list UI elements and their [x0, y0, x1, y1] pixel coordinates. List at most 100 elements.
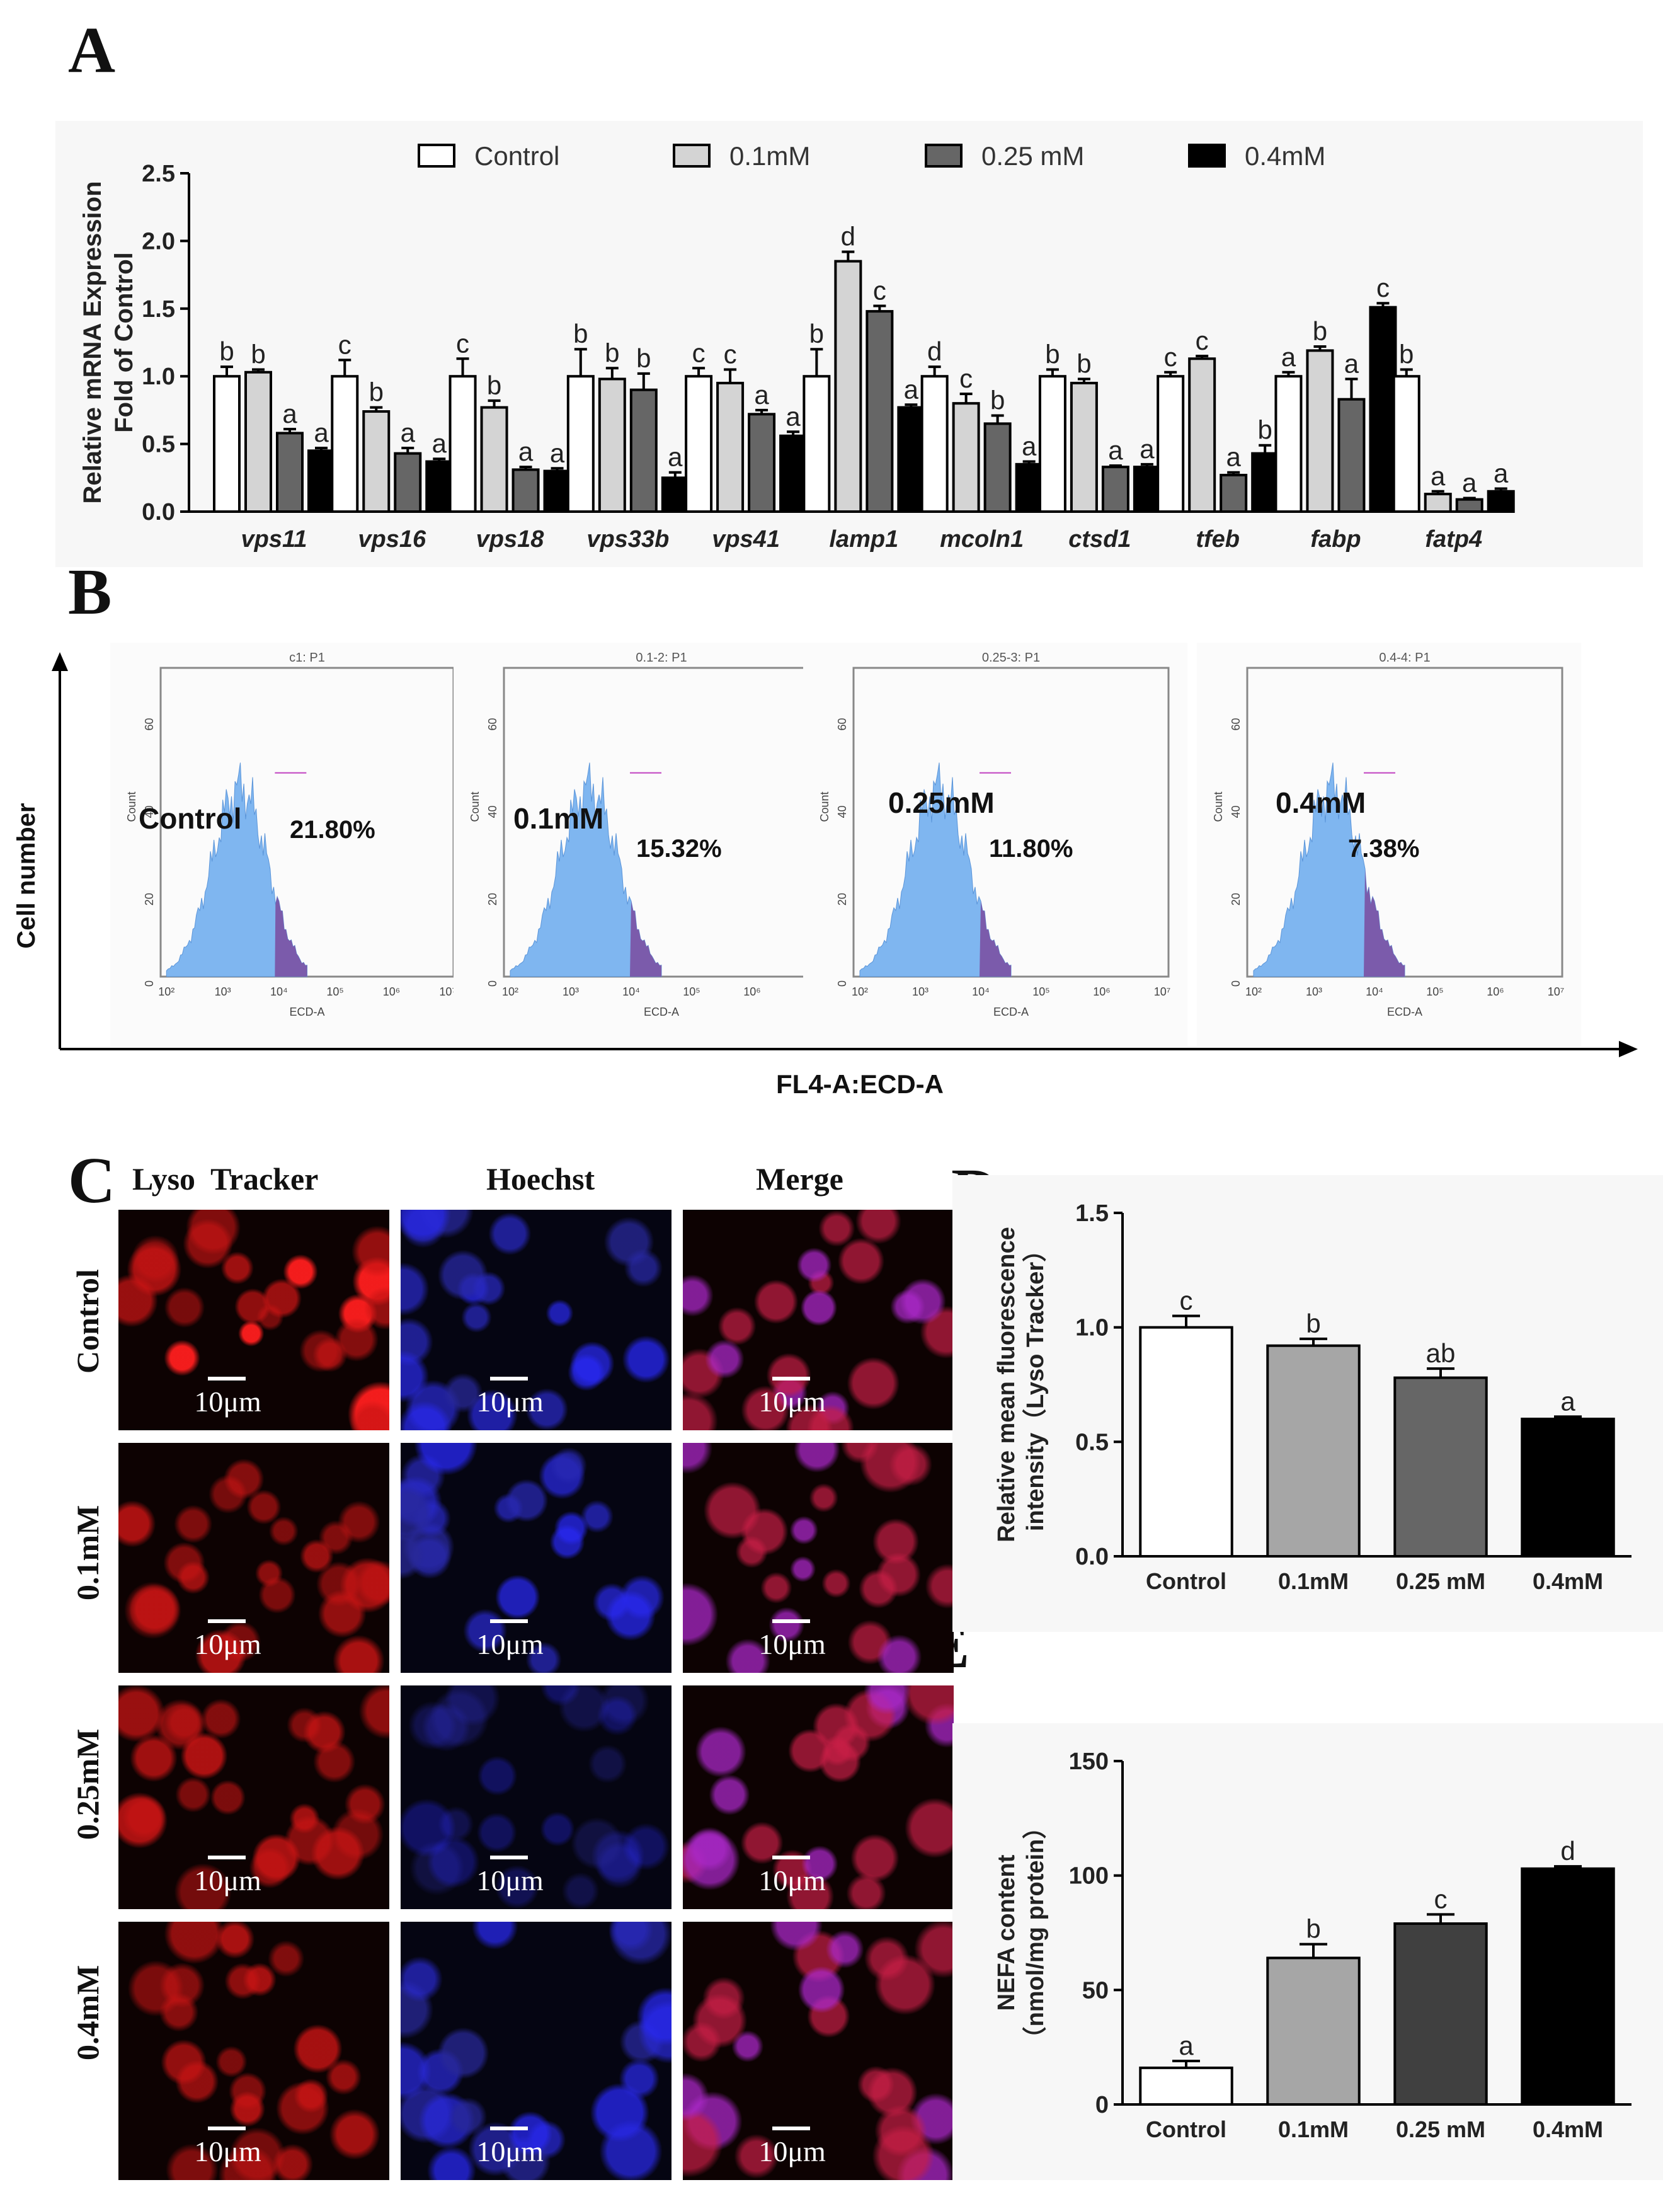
bar-lamp1-2 [866, 310, 894, 513]
b-percent-2: 11.80% [989, 835, 1073, 863]
panel-letter-b: B [68, 556, 112, 628]
chart-d-bar-1 [1266, 1344, 1361, 1558]
letter-vps18-0: c [456, 328, 469, 358]
micrograph-hoechst-row-0 [401, 1210, 671, 1430]
micrograph-lysotracker-row-1 [118, 1443, 389, 1673]
chart-d-letter-2: ab [1426, 1338, 1456, 1368]
b-plot-header-1: 0.1-2: P1 [636, 651, 687, 665]
micrograph-merge-row-0 [683, 1210, 954, 1430]
category-vps11: vps11 [241, 526, 307, 553]
letter-fabp-0: a [1281, 342, 1296, 372]
b-ytick-1-2: 40 [486, 805, 499, 818]
b-plot-header-3: 0.4-4: P1 [1379, 651, 1430, 665]
category-ctsd1: ctsd1 [1068, 526, 1131, 553]
letter-vps33b-3: a [668, 442, 683, 472]
row-label-0-4mm: 0.4mM [70, 1965, 105, 2060]
letter-mcoln1-2: b [990, 385, 1005, 415]
scale-label: 10μm [194, 1864, 261, 1897]
b-histogram-0 [166, 762, 307, 977]
b-plot-bg-3 [1197, 643, 1581, 1046]
letter-vps16-0: c [338, 330, 351, 359]
chart-e-letter-2: c [1434, 1884, 1448, 1914]
category-lamp1: lamp1 [829, 526, 898, 553]
scale-bar [207, 2127, 246, 2130]
chart-a-ylabel-line1: Relative mRNA Expression [79, 181, 106, 503]
chart-e-category-2: 0.25 mM [1396, 2116, 1485, 2142]
b-xtick-0-2: 10⁴ [270, 985, 288, 998]
b-histogram-2 [859, 762, 1012, 977]
micrograph-merge-row-3 [683, 1922, 954, 2180]
b-xtick-3-5: 10⁷ [1548, 985, 1565, 998]
bar-mcoln1-1 [952, 402, 980, 513]
bar-fatp4-0 [1392, 375, 1420, 514]
chart-d-ytick-label: 0.0 [1075, 1544, 1109, 1570]
category-tfeb: tfeb [1196, 526, 1240, 553]
b-xtick-1-1: 10³ [563, 985, 579, 998]
b-ytitle-1: Count [469, 791, 481, 822]
scale-label: 10μm [758, 2135, 826, 2167]
bar-ctsd1-0 [1038, 375, 1066, 514]
row-label-control: Control [70, 1269, 105, 1374]
bar-vps16-1 [362, 410, 391, 513]
letter-vps11-0: b [219, 336, 234, 366]
b-xtick-3-3: 10⁵ [1426, 985, 1443, 998]
panel-letter-a: A [68, 14, 116, 86]
chart-e-letter-1: b [1306, 1914, 1320, 1944]
b-xtitle-3: ECD-A [1387, 1006, 1422, 1018]
letter-vps41-0: c [692, 338, 706, 367]
chart-d-ylabel-line1: Relative mean fluorescence [993, 1227, 1020, 1542]
chart-a: 0.0 0.5 1.0 1.5 2.0 2.5 Relative mRNA Expressi… [55, 121, 1643, 567]
category-fatp4: fatp4 [1425, 526, 1482, 553]
letter-mcoln1-1: c [959, 364, 973, 393]
scale-label: 10μm [758, 1386, 826, 1418]
bar-vps41-2 [748, 413, 776, 513]
letter-vps16-2: a [401, 418, 416, 447]
b-xtick-3-4: 10⁶ [1487, 985, 1504, 998]
b-gated-region-3 [1364, 869, 1405, 977]
bar-vps41-0 [685, 375, 713, 514]
letter-fatp4-1: a [1431, 461, 1446, 491]
b-ytick-1-0: 0 [486, 980, 499, 987]
b-percent-3: 7.38% [1348, 835, 1419, 863]
letter-vps41-3: a [786, 401, 801, 431]
scale-label: 10μm [194, 2135, 261, 2167]
letter-vps33b-1: b [605, 338, 619, 367]
b-xtick-1-3: 10⁵ [683, 985, 700, 998]
b-ytick-2-0: 0 [836, 980, 849, 987]
letter-fatp4-2: a [1462, 468, 1477, 498]
bar-tfeb-1 [1188, 357, 1216, 513]
micrograph-merge-row-1 [683, 1443, 954, 1673]
b-plot-bg-2 [803, 643, 1187, 1046]
row-label-0-25mm: 0.25mM [70, 1728, 105, 1840]
letter-fatp4-0: b [1399, 339, 1414, 369]
chart-d-bar-0 [1139, 1326, 1233, 1558]
b-ytick-2-1: 20 [836, 893, 849, 905]
chart-e-ytick-label: 150 [1069, 1748, 1109, 1775]
category-vps16: vps16 [358, 526, 426, 553]
legend-swatch-0 [418, 144, 455, 168]
letter-vps11-2: a [282, 399, 297, 428]
column-title-merge: Merge [756, 1161, 843, 1197]
scale-bar [772, 2127, 810, 2130]
panel-letter-c: C [68, 1144, 116, 1217]
letter-mcoln1-3: a [1022, 432, 1037, 461]
b-xtick-0-4: 10⁶ [383, 985, 400, 998]
letter-lamp1-3: a [904, 374, 919, 404]
letter-vps18-2: a [518, 437, 534, 466]
chart-d-category-0: Control [1146, 1568, 1226, 1594]
chart-d-category-2: 0.25 mM [1396, 1568, 1485, 1594]
bar-fatp4-1 [1424, 493, 1452, 513]
category-vps41: vps41 [712, 526, 780, 553]
b-xtick-0-5: 10⁷ [439, 985, 456, 998]
chart-d-background [952, 1175, 1663, 1632]
letter-mcoln1-0: d [927, 336, 942, 366]
b-gated-region-0 [275, 897, 307, 977]
b-xtick-2-1: 10³ [912, 985, 929, 998]
scale-bar [772, 1377, 810, 1381]
b-xlabel: FL4-A:ECD-A [776, 1069, 944, 1099]
scale-label: 10μm [476, 1864, 544, 1897]
b-ytick-1-1: 20 [486, 893, 499, 905]
b-xtick-2-5: 10⁷ [1154, 985, 1171, 998]
legend-label-0: Control [474, 141, 559, 171]
chart-a-ylabel-line2: Fold of Control [110, 252, 138, 433]
